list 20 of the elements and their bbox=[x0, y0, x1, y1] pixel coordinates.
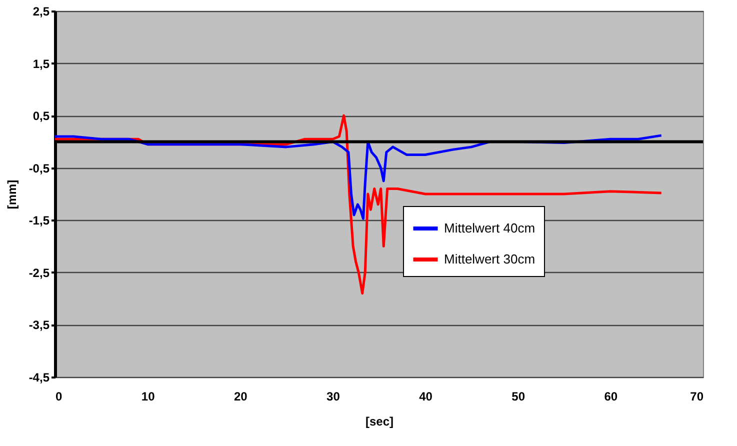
x-tick-label: 20 bbox=[234, 390, 248, 404]
x-tick-label: 40 bbox=[419, 390, 433, 404]
x-tick-label: 0 bbox=[56, 390, 62, 404]
x-tick-label: 60 bbox=[604, 390, 618, 404]
x-tick-label: 10 bbox=[141, 390, 156, 404]
x-tick-label: 70 bbox=[690, 390, 704, 404]
y-tick-label: 2,5 bbox=[32, 4, 50, 18]
y-tick-label: -0,5 bbox=[28, 161, 50, 176]
y-tick-label: 1,5 bbox=[32, 56, 50, 71]
y-tick-label: -3,5 bbox=[28, 318, 50, 332]
x-axis-title: [sec] bbox=[365, 414, 394, 428]
y-tick-label: -4,5 bbox=[28, 370, 50, 384]
legend-label: Mittelwert 40cm bbox=[444, 220, 536, 236]
x-tick-label: 30 bbox=[326, 390, 340, 404]
x-tick-label: 50 bbox=[512, 390, 526, 404]
y-tick-label: 0,5 bbox=[32, 109, 50, 124]
y-axis-title: [mm] bbox=[4, 180, 19, 210]
y-tick-label: -2,5 bbox=[28, 266, 50, 280]
y-tick-label: -1,5 bbox=[28, 214, 50, 228]
legend-label: Mittelwert 30cm bbox=[444, 252, 536, 266]
